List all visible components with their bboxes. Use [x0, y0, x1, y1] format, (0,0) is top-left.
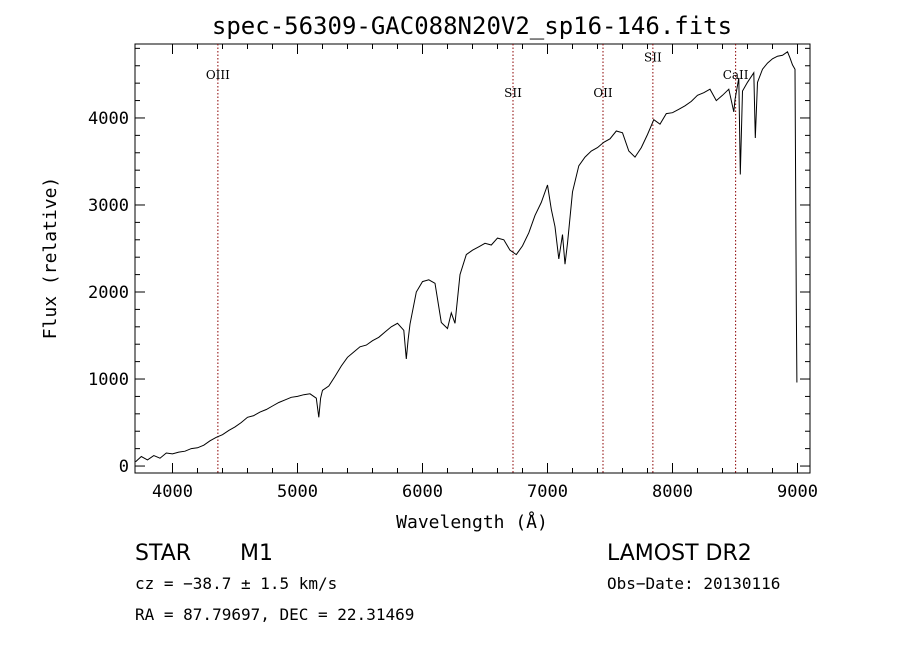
y-tick-label: 3000 — [88, 196, 129, 216]
x-tick-label: 6000 — [402, 482, 443, 502]
x-axis-label: Wavelength (Å) — [396, 511, 548, 533]
spectral-line-label: SII — [644, 50, 662, 64]
y-tick-label: 4000 — [88, 109, 129, 129]
spectral-line-markers: OIII SII OII SII CaII — [206, 44, 749, 473]
x-tick-label: 7000 — [527, 482, 568, 502]
x-tick-label: 5000 — [277, 482, 318, 502]
y-tick-label: 0 — [119, 457, 129, 477]
y-tick-label: 1000 — [88, 370, 129, 390]
chart-title: spec-56309-GAC088N20V2_sp16-146.fits — [212, 12, 732, 40]
spectral-line-label: SII — [504, 86, 522, 100]
x-tick-label: 8000 — [652, 482, 693, 502]
axis-ticks — [135, 44, 810, 473]
redshift-cz: cz = −38.7 ± 1.5 km/s — [135, 574, 337, 593]
y-tick-label: 2000 — [88, 283, 129, 303]
x-tick-label: 9000 — [777, 482, 818, 502]
spectral-line-label: CaII — [723, 68, 749, 82]
survey-name: LAMOST DR2 — [607, 541, 752, 566]
x-tick-labels: 4000 5000 6000 7000 8000 9000 — [152, 482, 818, 502]
plot-frame — [134, 43, 811, 474]
object-class: STAR — [135, 541, 191, 566]
observation-date: Obs−Date: 20130116 — [607, 574, 780, 593]
spectrum-line — [135, 51, 798, 463]
y-tick-labels: 0 1000 2000 3000 4000 — [88, 109, 129, 477]
x-tick-label: 4000 — [152, 482, 193, 502]
sky-coordinates: RA = 87.79697, DEC = 22.31469 — [135, 605, 414, 624]
spectral-line-label: OII — [593, 86, 613, 100]
y-axis-label: Flux (relative) — [40, 177, 61, 340]
object-subclass: M1 — [240, 541, 273, 566]
spectral-line-label: OIII — [206, 68, 230, 82]
